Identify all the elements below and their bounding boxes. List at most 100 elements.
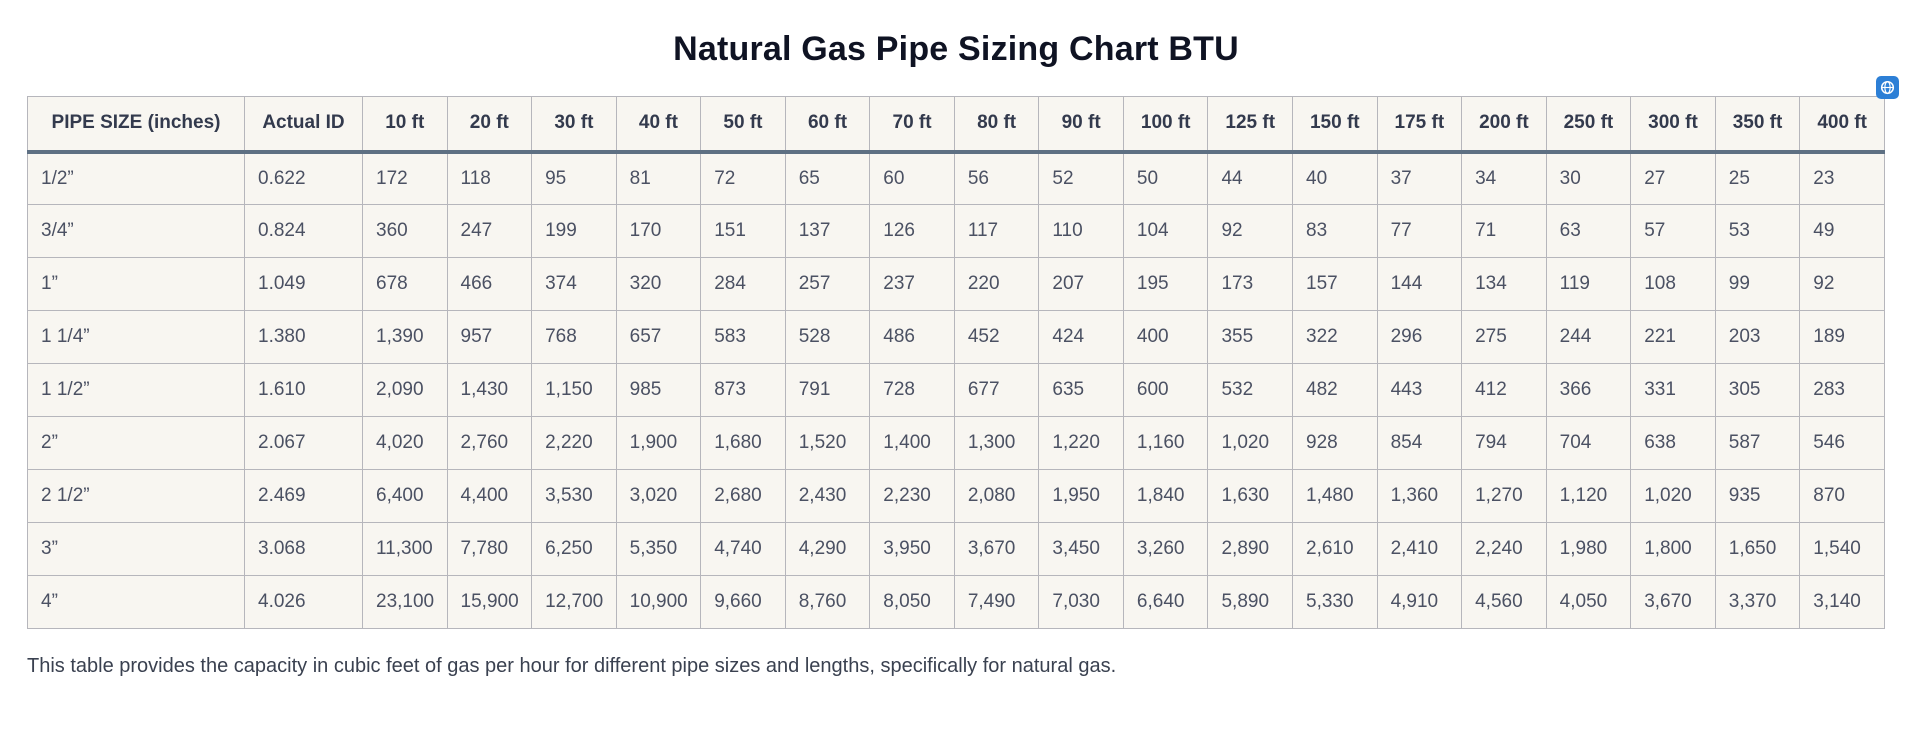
- column-header: 20 ft: [446, 96, 533, 154]
- capacity-cell: 8,760: [784, 575, 871, 629]
- actual-id-cell: 2.067: [244, 416, 363, 470]
- capacity-cell: 173: [1207, 257, 1294, 311]
- capacity-cell: 600: [1122, 363, 1209, 417]
- capacity-cell: 1,220: [1038, 416, 1124, 470]
- capacity-cell: 244: [1545, 310, 1632, 364]
- capacity-cell: 52: [1038, 151, 1124, 205]
- capacity-cell: 30: [1545, 151, 1632, 205]
- capacity-cell: 23: [1799, 151, 1885, 205]
- capacity-cell: 486: [869, 310, 955, 364]
- capacity-cell: 144: [1376, 257, 1463, 311]
- capacity-cell: 11,300: [362, 522, 448, 576]
- table-row: 2 1/2” 2.469 6,400 4,400 3,530 3,020 2,680 2,43…: [27, 469, 1885, 523]
- capacity-cell: 794: [1461, 416, 1547, 470]
- capacity-cell: 40: [1292, 151, 1378, 205]
- actual-id-cell: 1.610: [244, 363, 363, 417]
- capacity-cell: 284: [700, 257, 786, 311]
- capacity-cell: 4,400: [446, 469, 533, 523]
- column-header: 175 ft: [1376, 96, 1463, 154]
- capacity-cell: 63: [1545, 204, 1632, 258]
- capacity-cell: 1,300: [953, 416, 1040, 470]
- capacity-cell: 6,400: [362, 469, 448, 523]
- capacity-cell: 935: [1714, 469, 1801, 523]
- capacity-cell: 1,430: [446, 363, 533, 417]
- capacity-cell: 1,400: [869, 416, 955, 470]
- capacity-cell: 151: [700, 204, 786, 258]
- pipe-size-cell: 2 1/2”: [27, 469, 245, 523]
- browser-extension-badge[interactable]: [1876, 76, 1899, 99]
- pipe-size-cell: 1/2”: [27, 151, 245, 205]
- table-row: 1/2” 0.622 172 118 95 81 72 65 60 56 52 50 44 40 37 34 3…: [27, 151, 1885, 205]
- table-body: 1/2” 0.622 172 118 95 81 72 65 60 56 52 50 44 40 37 34 3…: [27, 151, 1885, 629]
- capacity-cell: 985: [615, 363, 702, 417]
- capacity-cell: 443: [1376, 363, 1463, 417]
- capacity-cell: 1,390: [362, 310, 448, 364]
- capacity-cell: 677: [953, 363, 1040, 417]
- capacity-cell: 104: [1122, 204, 1209, 258]
- capacity-cell: 172: [362, 151, 448, 205]
- capacity-cell: 3,670: [953, 522, 1040, 576]
- capacity-cell: 134: [1461, 257, 1547, 311]
- capacity-cell: 5,350: [615, 522, 702, 576]
- column-header: Actual ID: [244, 96, 363, 154]
- actual-id-cell: 4.026: [244, 575, 363, 629]
- actual-id-cell: 0.824: [244, 204, 363, 258]
- table-row: 3” 3.068 11,300 7,780 6,250 5,350 4,740 4,290 3,…: [27, 522, 1885, 576]
- capacity-cell: 546: [1799, 416, 1885, 470]
- pipe-size-cell: 1 1/2”: [27, 363, 245, 417]
- capacity-cell: 2,410: [1376, 522, 1463, 576]
- capacity-cell: 157: [1292, 257, 1378, 311]
- capacity-cell: 678: [362, 257, 448, 311]
- capacity-cell: 221: [1630, 310, 1716, 364]
- capacity-cell: 117: [953, 204, 1040, 258]
- capacity-cell: 2,220: [531, 416, 617, 470]
- table-caption: This table provides the capacity in cubi…: [27, 655, 1117, 677]
- capacity-cell: 34: [1461, 151, 1547, 205]
- pipe-sizing-table: PIPE SIZE (inches) Actual ID 10 ft 20 ft 30 …: [27, 96, 1885, 629]
- capacity-cell: 870: [1799, 469, 1885, 523]
- capacity-cell: 331: [1630, 363, 1716, 417]
- column-header: 10 ft: [362, 96, 448, 154]
- pipe-size-cell: 3/4”: [27, 204, 245, 258]
- capacity-cell: 99: [1714, 257, 1801, 311]
- pipe-size-cell: 4”: [27, 575, 245, 629]
- column-header: 90 ft: [1038, 96, 1124, 154]
- column-header: 70 ft: [869, 96, 955, 154]
- capacity-cell: 195: [1122, 257, 1209, 311]
- capacity-cell: 355: [1207, 310, 1294, 364]
- capacity-cell: 275: [1461, 310, 1547, 364]
- capacity-cell: 283: [1799, 363, 1885, 417]
- capacity-cell: 92: [1207, 204, 1294, 258]
- pipe-size-cell: 1”: [27, 257, 245, 311]
- capacity-cell: 1,520: [784, 416, 871, 470]
- capacity-cell: 1,950: [1038, 469, 1124, 523]
- capacity-cell: 452: [953, 310, 1040, 364]
- capacity-cell: 1,480: [1292, 469, 1378, 523]
- capacity-cell: 3,450: [1038, 522, 1124, 576]
- capacity-cell: 1,540: [1799, 522, 1885, 576]
- actual-id-cell: 2.469: [244, 469, 363, 523]
- capacity-cell: 728: [869, 363, 955, 417]
- capacity-cell: 1,270: [1461, 469, 1547, 523]
- table-row: 1 1/2” 1.610 2,090 1,430 1,150 985 873 791 728 67…: [27, 363, 1885, 417]
- capacity-cell: 2,760: [446, 416, 533, 470]
- capacity-cell: 2,890: [1207, 522, 1294, 576]
- capacity-cell: 199: [531, 204, 617, 258]
- capacity-cell: 928: [1292, 416, 1378, 470]
- capacity-cell: 3,140: [1799, 575, 1885, 629]
- capacity-cell: 23,100: [362, 575, 448, 629]
- capacity-cell: 53: [1714, 204, 1801, 258]
- column-header: 60 ft: [784, 96, 871, 154]
- capacity-cell: 83: [1292, 204, 1378, 258]
- capacity-cell: 37: [1376, 151, 1463, 205]
- capacity-cell: 7,780: [446, 522, 533, 576]
- capacity-cell: 9,660: [700, 575, 786, 629]
- column-header: 125 ft: [1207, 96, 1294, 154]
- capacity-cell: 657: [615, 310, 702, 364]
- table-row: 1 1/4” 1.380 1,390 957 768 657 583 528 486 452 424…: [27, 310, 1885, 364]
- actual-id-cell: 1.380: [244, 310, 363, 364]
- column-header: 80 ft: [953, 96, 1040, 154]
- capacity-cell: 305: [1714, 363, 1801, 417]
- capacity-cell: 1,020: [1207, 416, 1294, 470]
- column-header: 200 ft: [1461, 96, 1547, 154]
